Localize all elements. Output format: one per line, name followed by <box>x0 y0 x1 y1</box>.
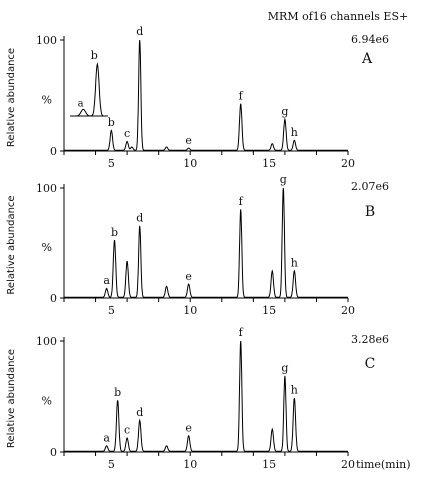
percent-label: % <box>42 395 52 408</box>
inset-peak-label: a <box>78 98 84 109</box>
peak-label: e <box>185 134 192 147</box>
x-tick-label: 20 <box>341 458 355 471</box>
x-tick-label: 15 <box>262 304 276 317</box>
peak-label: h <box>291 384 298 397</box>
panel-b: 100 0% Relative abundance 5 10 15 20 a b d e f g h B 2.… <box>6 173 389 317</box>
chromatogram-trace <box>64 187 348 298</box>
y-axis-title: Relative abundance <box>6 349 17 448</box>
peak-label: d <box>136 406 143 419</box>
x-tick-label: 20 <box>341 304 355 317</box>
y-tick-label: 0 <box>50 446 57 459</box>
x-tick-label: 10 <box>183 304 197 317</box>
x-tick-label: 20 <box>341 157 355 170</box>
peak-label: h <box>291 257 298 270</box>
peak-label: g <box>280 173 287 186</box>
x-tick-label: 15 <box>262 458 276 471</box>
peak-label: b <box>108 116 115 129</box>
y-tick-label: 100 <box>36 182 57 195</box>
y-tick-label: 100 <box>36 335 57 348</box>
peak-label: d <box>136 25 143 38</box>
y-tick-label: 0 <box>50 292 57 305</box>
panel-letter: C <box>365 356 376 372</box>
percent-label: % <box>42 94 52 107</box>
x-tick-label: 10 <box>183 458 197 471</box>
peak-label: f <box>239 195 244 208</box>
chromatogram-trace <box>64 340 348 452</box>
y-axis-title: Relative abundance <box>6 48 17 147</box>
x-tick-label: 5 <box>108 304 115 317</box>
percent-label: % <box>42 241 52 254</box>
panel-letter: B <box>365 204 375 220</box>
chromatogram-trace <box>64 39 348 151</box>
peak-label: a <box>103 274 110 287</box>
inset: ab <box>70 49 108 117</box>
peak-label: c <box>124 424 130 437</box>
peak-label: b <box>114 386 121 399</box>
inset-trace <box>70 62 108 117</box>
x-tick-label: 15 <box>262 157 276 170</box>
intensity-label: 2.07e6 <box>351 180 389 193</box>
peak-label: g <box>281 362 288 375</box>
peak-label: f <box>239 326 244 339</box>
panel-c: 100 0% Relative abundance 5 10 15 20 time(min) a… <box>6 326 411 471</box>
peak-label: g <box>281 105 288 118</box>
method-label: MRM of16 channels ES+ <box>268 10 408 23</box>
x-tick-label: 5 <box>108 157 115 170</box>
peak-label: b <box>111 226 118 239</box>
peak-label: e <box>185 270 192 283</box>
intensity-label: 6.94e6 <box>351 33 389 46</box>
intensity-label: 3.28e6 <box>351 333 389 346</box>
panel-letter: A <box>361 51 373 67</box>
x-tick-label: 5 <box>108 458 115 471</box>
inset-peak-label: b <box>91 49 98 62</box>
x-tick-label: 10 <box>183 157 197 170</box>
y-tick-label: 100 <box>36 34 57 47</box>
y-tick-label: 0 <box>50 145 57 158</box>
peak-label: d <box>136 212 143 225</box>
peak-label: e <box>185 421 192 434</box>
peak-label: c <box>124 127 130 140</box>
peak-label: a <box>103 431 110 444</box>
x-axis-unit: time(min) <box>356 458 411 471</box>
peak-label: f <box>239 89 244 102</box>
y-axis-title: Relative abundance <box>6 195 17 294</box>
peak-label: h <box>291 126 298 139</box>
